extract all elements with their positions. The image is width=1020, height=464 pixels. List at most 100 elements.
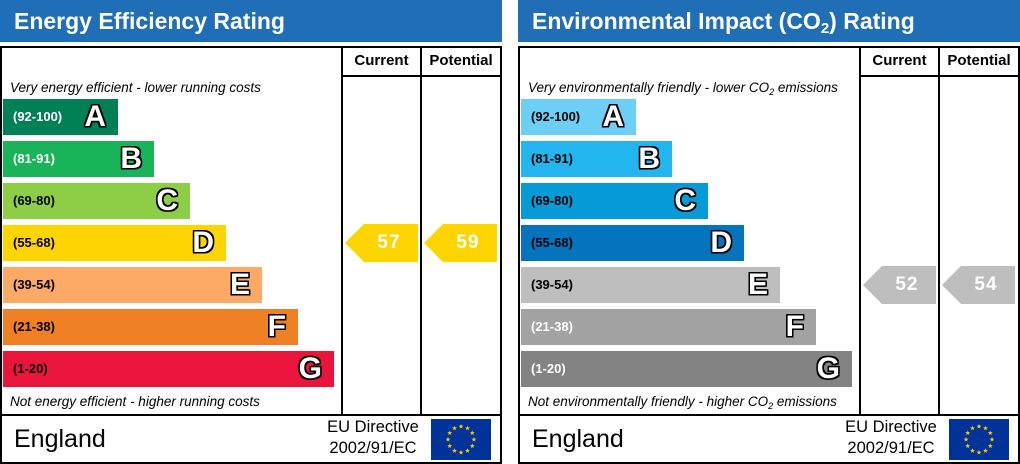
eu-directive-label: EU Directive 2002/91/EC — [836, 417, 946, 459]
band-range-label: (55-68) — [531, 235, 573, 250]
potential-rating-arrow: 54 — [942, 266, 1015, 304]
flag-star — [983, 448, 988, 453]
band-letter: C — [674, 184, 696, 217]
band-range-label: (69-80) — [531, 193, 573, 208]
flag-star — [976, 449, 982, 455]
title-text-start: Environmental Impact (CO — [532, 8, 821, 34]
bottom-note-end: emissions — [773, 394, 837, 409]
band-letter: B — [120, 142, 142, 175]
potential-rating-value: 54 — [974, 274, 998, 295]
current-column-header: Current — [354, 52, 409, 69]
band-range-label: (21-38) — [531, 319, 573, 334]
band-letter: A — [84, 100, 106, 133]
flag-star — [452, 448, 457, 453]
column-divider — [420, 46, 422, 416]
rating-band-d: (55-68) D — [521, 225, 744, 261]
flag-star — [965, 430, 971, 436]
flag-star — [465, 425, 470, 431]
chart-frame — [518, 46, 1020, 464]
panel-title: Energy Efficiency Rating — [0, 0, 502, 42]
top-note-end: emissions — [774, 80, 838, 95]
rating-band-b: (81-91) B — [3, 141, 154, 177]
rating-band-e: (39-54) E — [3, 267, 262, 303]
flag-star — [458, 423, 464, 429]
flag-star — [447, 443, 453, 449]
flag-star — [452, 425, 457, 431]
potential-column-header: Potential — [429, 52, 493, 69]
flag-star — [469, 443, 475, 449]
flag-star — [987, 430, 993, 436]
band-range-label: (1-20) — [13, 361, 48, 376]
country-label: England — [532, 425, 624, 453]
band-range-label: (39-54) — [531, 277, 573, 292]
band-range-label: (69-80) — [13, 193, 55, 208]
eu-flag-icon — [949, 419, 1009, 460]
band-letter: F — [785, 310, 804, 343]
column-divider — [341, 46, 343, 416]
bottom-note-start: Not environmentally friendly - higher CO — [528, 394, 769, 409]
rating-band-g: (1-20) G — [521, 351, 852, 387]
flag-star — [471, 436, 477, 442]
bottom-note-subscript: 2 — [768, 401, 774, 411]
column-divider — [859, 46, 861, 416]
flag-star — [465, 448, 470, 453]
panel-title: Environmental Impact (CO2) Rating — [518, 0, 1020, 42]
directive-line-1: EU Directive — [327, 418, 419, 436]
flag-star — [983, 425, 988, 431]
eu-directive-label: EU Directive 2002/91/EC — [318, 417, 428, 459]
flag-star — [963, 436, 969, 442]
rating-band-c: (69-80) C — [3, 183, 190, 219]
eu-flag-icon — [431, 419, 491, 460]
band-range-label: (92-100) — [13, 109, 63, 124]
rating-band-g: (1-20) G — [3, 351, 334, 387]
current-rating-value: 52 — [895, 274, 919, 295]
potential-rating-arrow: 59 — [424, 224, 497, 262]
rating-band-a: (92-100) A — [3, 99, 118, 135]
flag-star — [447, 430, 453, 436]
band-letter: D — [192, 226, 214, 259]
bottom-note: Not environmentally friendly - higher CO… — [528, 394, 837, 411]
rating-band-b: (81-91) B — [521, 141, 672, 177]
band-letter: F — [267, 310, 286, 343]
band-letter: G — [298, 352, 322, 385]
band-letter: G — [816, 352, 840, 385]
title-text: Energy Efficiency Rating — [14, 8, 285, 34]
rating-band-c: (69-80) C — [521, 183, 708, 219]
band-range-label: (21-38) — [13, 319, 55, 334]
directive-line-1: EU Directive — [845, 418, 937, 436]
footer-divider — [518, 414, 1020, 416]
current-column-header: Current — [872, 52, 927, 69]
band-letter: C — [156, 184, 178, 217]
bottom-note: Not energy efficient - higher running co… — [10, 394, 260, 409]
footer-divider — [0, 414, 502, 416]
flag-star — [469, 430, 475, 436]
top-note: Very energy efficient - lower running co… — [10, 80, 261, 95]
flag-star — [970, 425, 975, 431]
top-note: Very environmentally friendly - lower CO… — [528, 80, 838, 97]
current-rating-value: 57 — [377, 232, 401, 253]
header-divider — [859, 75, 1020, 77]
band-range-label: (92-100) — [531, 109, 581, 124]
title-subscript: 2 — [820, 20, 830, 37]
flag-star — [458, 449, 464, 455]
environmental-impact-panel: Environmental Impact (CO2) Rating Curren… — [518, 0, 1020, 464]
rating-band-d: (55-68) D — [3, 225, 226, 261]
flag-star — [987, 443, 993, 449]
column-divider — [938, 46, 940, 416]
flag-star — [989, 436, 995, 442]
flag-star — [970, 448, 975, 453]
rating-band-e: (39-54) E — [521, 267, 780, 303]
header-divider — [341, 75, 502, 77]
title-text-end: ) Rating — [829, 8, 915, 34]
top-note-subscript: 2 — [769, 87, 775, 97]
potential-rating-value: 59 — [456, 232, 480, 253]
rating-band-a: (92-100) A — [521, 99, 636, 135]
band-letter: E — [229, 268, 250, 301]
band-letter: E — [747, 268, 768, 301]
band-range-label: (1-20) — [531, 361, 566, 376]
band-range-label: (55-68) — [13, 235, 55, 250]
band-letter: A — [602, 100, 624, 133]
country-label: England — [14, 425, 106, 453]
energy-efficiency-panel: Energy Efficiency Rating Current Potenti… — [0, 0, 502, 464]
band-range-label: (81-91) — [13, 151, 55, 166]
